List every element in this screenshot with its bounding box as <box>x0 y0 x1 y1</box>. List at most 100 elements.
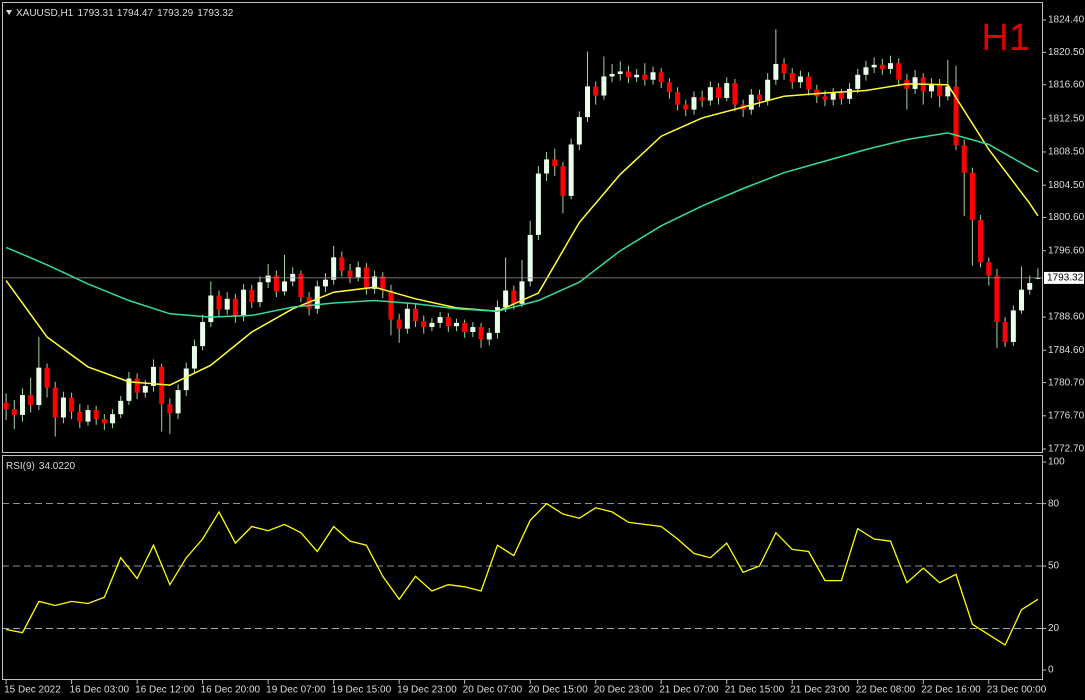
y-tick-label: 1824.40 <box>1048 15 1085 26</box>
candle-body <box>445 317 451 327</box>
candle-body <box>544 159 550 174</box>
candle-body <box>732 83 738 105</box>
candle-body <box>707 87 713 101</box>
candle-body <box>806 76 812 90</box>
candle-body <box>372 276 378 289</box>
rsi-value: 34.0220 <box>39 461 76 472</box>
candle-body <box>847 88 853 99</box>
candle-body <box>683 104 689 110</box>
candle-body <box>322 279 328 287</box>
candle-body <box>953 86 959 146</box>
y-tick-label: 1772.70 <box>1048 444 1085 455</box>
candle-body <box>994 275 1000 323</box>
candle-body <box>118 400 124 415</box>
candle-body <box>937 83 943 97</box>
candle-body <box>110 414 116 424</box>
candle-body <box>282 281 288 292</box>
candle-body <box>413 308 419 322</box>
x-tick-label: 20 Dec 15:00 <box>528 685 588 696</box>
candle-body <box>298 273 304 298</box>
candle-body <box>388 290 394 320</box>
candle-body <box>249 289 255 303</box>
collapse-arrow <box>6 10 12 15</box>
candle-body <box>822 96 828 100</box>
y-tick-label: 1808.50 <box>1048 147 1085 158</box>
rsi-panel <box>2 455 1043 680</box>
candle-body <box>617 71 623 74</box>
candle-body <box>691 97 697 110</box>
candle-body <box>241 289 247 317</box>
candle-body <box>421 321 427 328</box>
candle-body <box>969 172 975 220</box>
candle-body <box>216 295 222 310</box>
candle-body <box>519 281 525 304</box>
candle-body <box>961 145 967 173</box>
candle-body <box>1035 277 1041 279</box>
candle-body <box>101 419 107 424</box>
candle-body <box>60 397 66 418</box>
candle-body <box>838 93 844 99</box>
price-panel <box>2 2 1043 453</box>
y-tick-label: 1780.70 <box>1048 377 1085 388</box>
candle-body <box>888 63 894 69</box>
candle-body <box>224 298 230 310</box>
candle-body <box>462 322 468 333</box>
rsi-tick-label: 80 <box>1048 498 1060 509</box>
candle-body <box>576 117 582 145</box>
candle-body <box>1010 310 1016 342</box>
candle-body <box>568 144 574 196</box>
x-tick-label: 16 Dec 03:00 <box>70 685 130 696</box>
candle-body <box>601 76 607 96</box>
symbol: XAUUSD,H1 <box>16 8 74 19</box>
candle-body <box>150 366 156 386</box>
candle-body <box>634 74 640 78</box>
current-price-box <box>1044 271 1084 284</box>
candle-body <box>257 282 263 303</box>
x-tick-label: 19 Dec 15:00 <box>332 685 392 696</box>
candle-body <box>52 387 58 418</box>
x-tick-label: 19 Dec 23:00 <box>397 685 457 696</box>
y-tick-label: 1796.60 <box>1048 245 1085 256</box>
candle-body <box>11 409 17 415</box>
candle-body <box>650 72 656 80</box>
rsi-tick-label: 50 <box>1048 561 1060 572</box>
chart-header: XAUUSD,H1 1793.31 1794.47 1793.29 1793.32 <box>16 8 234 19</box>
rsi-tick-label: 100 <box>1048 457 1065 468</box>
candle-body <box>93 410 99 420</box>
candle-body <box>486 332 492 340</box>
moving-average <box>5 132 1039 318</box>
rsi-label: RSI(9) <box>6 461 35 472</box>
candle-body <box>265 275 271 283</box>
x-tick-label: 15 Dec 2022 <box>4 685 61 696</box>
open-value: 1793.31 <box>78 8 115 19</box>
candle-body <box>437 317 443 323</box>
rsi-tick-label: 0 <box>1048 665 1054 676</box>
x-tick-label: 16 Dec 20:00 <box>201 685 261 696</box>
candle-body <box>765 79 771 101</box>
candle-body <box>339 257 345 271</box>
rsi-layer <box>2 502 1042 647</box>
candle-body <box>511 290 517 304</box>
candle-body <box>478 327 484 340</box>
y-tick-label: 1804.50 <box>1048 180 1085 191</box>
candle-body <box>773 63 779 80</box>
candle-body <box>3 402 9 410</box>
candle-body <box>208 295 214 323</box>
candle-body <box>593 86 599 96</box>
y-tick-label: 1776.70 <box>1048 410 1085 421</box>
candle-body <box>863 67 869 75</box>
x-tick-label: 22 Dec 16:00 <box>921 685 981 696</box>
low-value: 1793.29 <box>157 8 194 19</box>
candle-body <box>1002 322 1008 342</box>
candle-body <box>699 97 705 101</box>
candle-body <box>609 73 615 77</box>
candle-body <box>560 166 566 196</box>
y-tick-label: 1812.50 <box>1048 113 1085 124</box>
candle-body <box>658 72 664 83</box>
candle-body <box>273 275 279 292</box>
candle-body <box>625 71 631 78</box>
candle-body <box>380 276 386 291</box>
candle-body <box>183 368 189 391</box>
